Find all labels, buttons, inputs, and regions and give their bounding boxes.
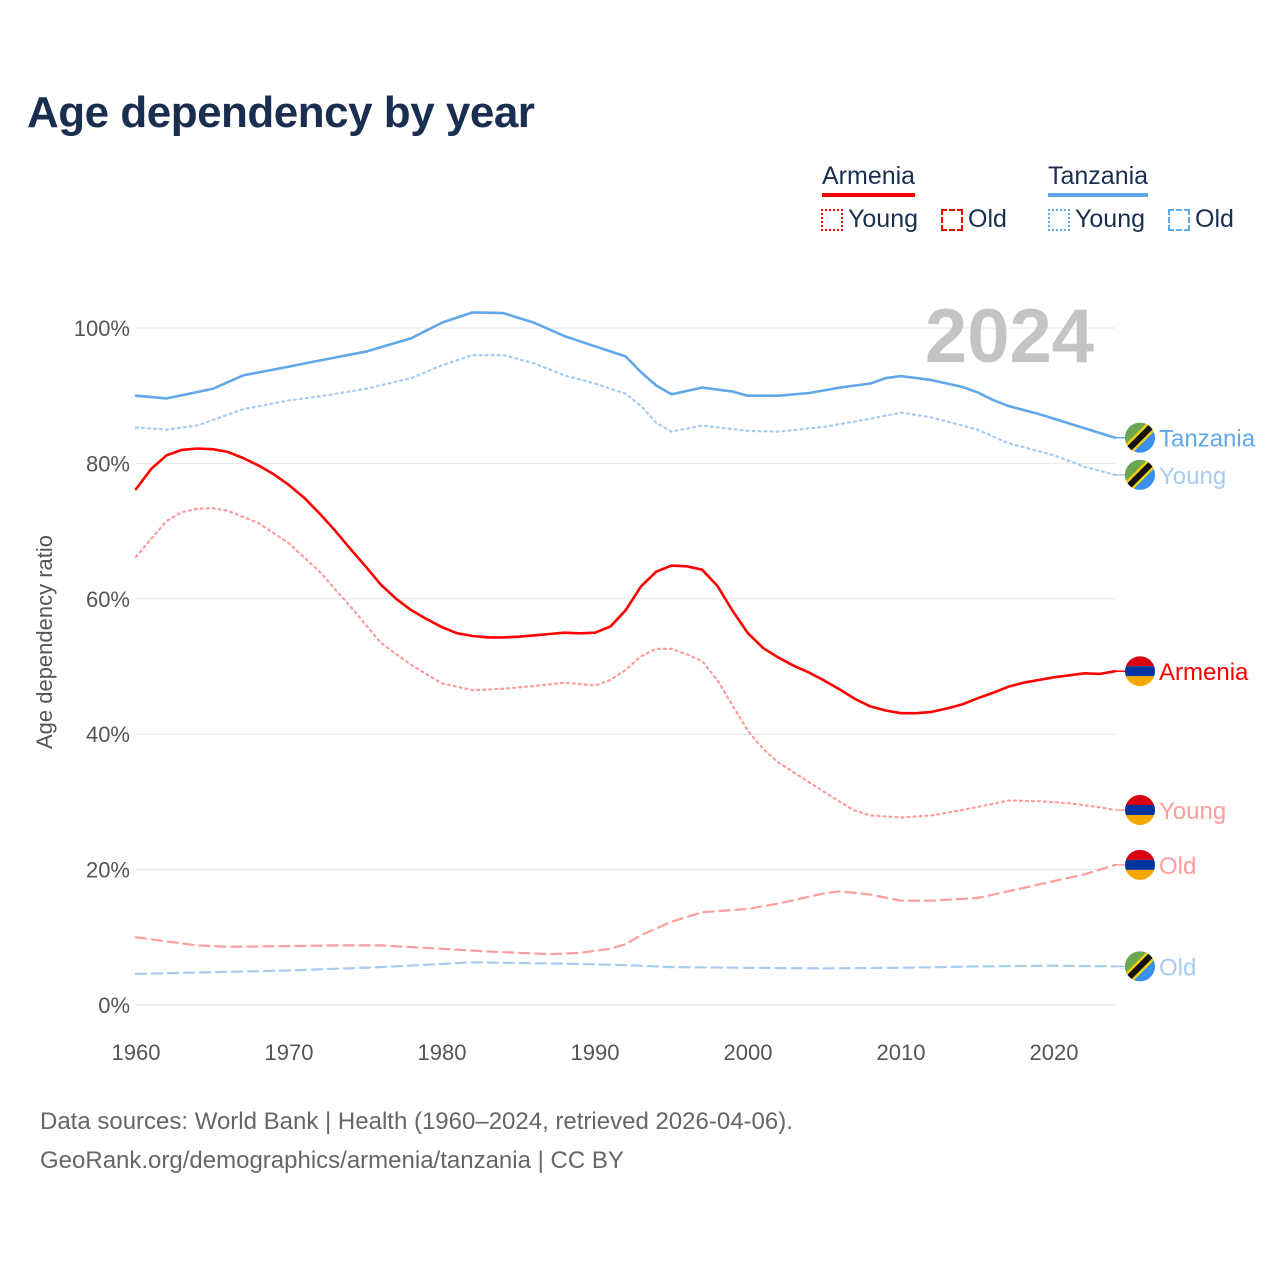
year-annotation: 2024 — [925, 294, 1094, 379]
end-label-tanzania: Tanzania — [1125, 422, 1256, 453]
end-label-text: Old — [1159, 954, 1196, 981]
y-tick-label: 0% — [98, 993, 130, 1018]
legend-tanzania-young[interactable]: Young — [1048, 205, 1145, 234]
dashed-swatch-icon — [941, 208, 963, 231]
legend-tanzania[interactable]: Tanzania — [1048, 162, 1149, 197]
legend-armenia[interactable]: Armenia — [822, 162, 916, 197]
end-label-armenia-old: Old — [1125, 849, 1196, 880]
legend-label: Old — [1195, 205, 1234, 233]
series-line-tanzania-old[interactable] — [134, 961, 1117, 975]
armenia-flag-icon — [1125, 849, 1155, 880]
end-label-text: Old — [1159, 853, 1196, 880]
tanzania-flag-icon — [1125, 951, 1155, 982]
legend-armenia-young[interactable]: Young — [821, 205, 918, 234]
end-label-armenia-young: Young — [1125, 795, 1226, 825]
y-tick-label: 100% — [74, 316, 130, 341]
legend-label: Old — [968, 205, 1007, 233]
legend-label: Young — [848, 205, 918, 233]
x-tick-label: 1980 — [418, 1040, 467, 1065]
end-label-text: Armenia — [1159, 659, 1249, 686]
legend-label: Young — [1075, 205, 1145, 233]
y-tick-label: 80% — [86, 451, 130, 476]
x-tick-label: 1970 — [265, 1040, 314, 1065]
dashed-swatch-icon — [1168, 208, 1190, 231]
end-label-tanzania-young: Young — [1125, 459, 1226, 490]
x-tick-label: 1960 — [112, 1040, 161, 1065]
series-line-armenia[interactable] — [134, 447, 1117, 715]
legend-tanzania-old[interactable]: Old — [1168, 205, 1234, 234]
tanzania-flag-icon — [1125, 459, 1155, 490]
y-tick-label: 40% — [86, 722, 130, 747]
x-tick-label: 1990 — [571, 1040, 620, 1065]
end-label-text: Young — [1159, 798, 1226, 825]
legend-armenia-old[interactable]: Old — [941, 205, 1007, 234]
end-label-armenia: Armenia — [1125, 656, 1249, 687]
end-label-tanzania-old: Old — [1125, 951, 1196, 982]
source-text: Data sources: World Bank | Health (1960–… — [40, 1108, 793, 1135]
series-line-armenia-young[interactable] — [134, 507, 1117, 819]
armenia-flag-icon — [1125, 795, 1155, 825]
source-url[interactable]: GeoRank.org/demographics/armenia/tanzani… — [40, 1147, 624, 1174]
armenia-flag-icon — [1125, 656, 1155, 687]
dotted-swatch-icon — [821, 208, 843, 231]
x-tick-label: 2000 — [724, 1040, 773, 1065]
x-tick-label: 2020 — [1030, 1040, 1079, 1065]
end-label-text: Tanzania — [1159, 426, 1256, 453]
dotted-swatch-icon — [1048, 208, 1070, 231]
y-tick-label: 20% — [86, 858, 130, 883]
y-axis-label: Age dependency ratio — [32, 535, 57, 749]
series-line-armenia-old[interactable] — [134, 863, 1117, 956]
chart-title: Age dependency by year — [27, 88, 535, 137]
y-tick-label: 60% — [86, 587, 130, 612]
series-line-tanzania[interactable] — [134, 311, 1117, 439]
series-line-tanzania-young[interactable] — [134, 354, 1117, 476]
tanzania-flag-icon — [1125, 422, 1155, 453]
end-label-text: Young — [1159, 463, 1226, 490]
x-tick-label: 2010 — [877, 1040, 926, 1065]
